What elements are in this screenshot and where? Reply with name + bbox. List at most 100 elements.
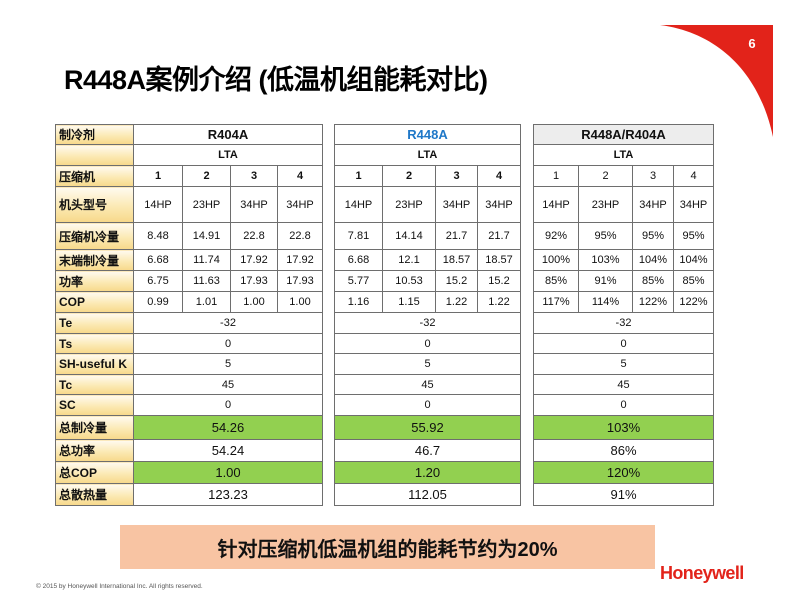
- compressor-num: 3: [230, 165, 278, 187]
- model-cell: 23HP: [382, 186, 436, 223]
- value-cell: 6.68: [334, 249, 383, 271]
- row-tc: Tc 45: [55, 374, 323, 395]
- value-cell: 17.93: [277, 270, 323, 292]
- compressor-num: 1: [133, 165, 183, 187]
- label-comp-capacity: 压缩机冷量: [55, 222, 134, 250]
- honeywell-logo: Honeywell: [660, 563, 744, 583]
- value-cell: 1.01: [182, 291, 231, 313]
- label-power: 功率: [55, 270, 134, 292]
- model-cell: 34HP: [230, 186, 278, 223]
- value-cell: 17.92: [277, 249, 323, 271]
- value-cell: 104%: [632, 249, 674, 271]
- corner-decoration: [660, 25, 773, 137]
- value-cell: 17.92: [230, 249, 278, 271]
- model-cell: 34HP: [673, 186, 714, 223]
- label-refrigerant: 制冷剂: [55, 124, 134, 145]
- value-cell: 22.8: [230, 222, 278, 250]
- value-cell: 7.81: [334, 222, 383, 250]
- compressor-num: 4: [673, 165, 714, 187]
- label-sc: SC: [55, 394, 134, 416]
- model-cell: 23HP: [182, 186, 231, 223]
- value-cell: 5: [133, 353, 323, 375]
- compressor-num: 2: [382, 165, 436, 187]
- value-cell: 91%: [578, 270, 633, 292]
- row-sc: SC 0: [55, 394, 323, 416]
- value-cell: 21.7: [477, 222, 521, 250]
- value-cell: 15.2: [435, 270, 478, 292]
- refrigerant-name: R448A/R404A: [533, 124, 714, 145]
- compressor-num: 1: [334, 165, 383, 187]
- row-power: 功率 6.75 11.63 17.93 17.93: [55, 270, 323, 292]
- row-total-cop: 总COP 1.00: [55, 461, 323, 484]
- value-cell: 5.77: [334, 270, 383, 292]
- model-cell: 14HP: [533, 186, 579, 223]
- value-cell: 103%: [578, 249, 633, 271]
- value-cell: 92%: [533, 222, 579, 250]
- row-comp-capacity: 压缩机冷量 8.48 14.91 22.8 22.8: [55, 222, 323, 250]
- total-cop-value: 1.20: [334, 461, 521, 484]
- label-cop: COP: [55, 291, 134, 313]
- total-heat-value: 91%: [533, 483, 714, 506]
- value-cell: 95%: [632, 222, 674, 250]
- label-ts: Ts: [55, 333, 134, 354]
- value-cell: -32: [533, 312, 714, 334]
- row-compressor: 压缩机 1 2 3 4: [55, 165, 323, 187]
- total-capacity-value: 55.92: [334, 415, 521, 440]
- value-cell: 6.75: [133, 270, 183, 292]
- total-heat-value: 123.23: [133, 483, 323, 506]
- row-type: LTA: [55, 144, 323, 166]
- value-cell: 95%: [673, 222, 714, 250]
- row-total-power: 总功率 54.24: [55, 439, 323, 462]
- label-blank: [55, 144, 134, 166]
- unit-type: LTA: [533, 144, 714, 166]
- value-cell: 114%: [578, 291, 633, 313]
- value-cell: 10.53: [382, 270, 436, 292]
- compressor-num: 2: [578, 165, 633, 187]
- row-ts: Ts 0: [55, 333, 323, 354]
- row-te: Te -32: [55, 312, 323, 334]
- value-cell: 85%: [673, 270, 714, 292]
- value-cell: 45: [133, 374, 323, 395]
- value-cell: 122%: [632, 291, 674, 313]
- conclusion-text: 针对压缩机低温机组的能耗节约为20%: [217, 538, 558, 561]
- unit-type: LTA: [334, 144, 521, 166]
- value-cell: 17.93: [230, 270, 278, 292]
- table-r448a: R448A LTA 1 2 3 4 14HP 23HP 34HP 34HP 7.…: [334, 124, 521, 506]
- total-capacity-value: 103%: [533, 415, 714, 440]
- value-cell: 0: [133, 394, 323, 416]
- row-model: 机头型号 14HP 23HP 34HP 34HP: [55, 186, 323, 223]
- value-cell: 1.00: [230, 291, 278, 313]
- value-cell: 1.22: [435, 291, 478, 313]
- value-cell: 100%: [533, 249, 579, 271]
- row-total-heat: 总散热量 123.23: [55, 483, 323, 506]
- value-cell: 0: [133, 333, 323, 354]
- value-cell: 6.68: [133, 249, 183, 271]
- model-cell: 34HP: [435, 186, 478, 223]
- value-cell: 22.8: [277, 222, 323, 250]
- value-cell: 21.7: [435, 222, 478, 250]
- value-cell: 8.48: [133, 222, 183, 250]
- refrigerant-name: R404A: [133, 124, 323, 145]
- value-cell: 11.63: [182, 270, 231, 292]
- unit-type: LTA: [133, 144, 323, 166]
- value-cell: 14.14: [382, 222, 436, 250]
- compressor-num: 4: [477, 165, 521, 187]
- total-power-value: 86%: [533, 439, 714, 462]
- label-total-capacity: 总制冷量: [55, 415, 134, 440]
- value-cell: 14.91: [182, 222, 231, 250]
- row-sh: SH-useful K 5: [55, 353, 323, 375]
- table-ratio: R448A/R404A LTA 1 2 3 4 14HP 23HP 34HP 3…: [533, 124, 714, 506]
- value-cell: 12.1: [382, 249, 436, 271]
- model-cell: 14HP: [334, 186, 383, 223]
- value-cell: -32: [334, 312, 521, 334]
- value-cell: 122%: [673, 291, 714, 313]
- value-cell: 104%: [673, 249, 714, 271]
- row-refrigerant: 制冷剂 R404A: [55, 124, 323, 145]
- value-cell: 5: [533, 353, 714, 375]
- value-cell: 1.15: [382, 291, 436, 313]
- value-cell: 11.74: [182, 249, 231, 271]
- total-heat-value: 112.05: [334, 483, 521, 506]
- compressor-num: 3: [435, 165, 478, 187]
- value-cell: 1.22: [477, 291, 521, 313]
- value-cell: 18.57: [477, 249, 521, 271]
